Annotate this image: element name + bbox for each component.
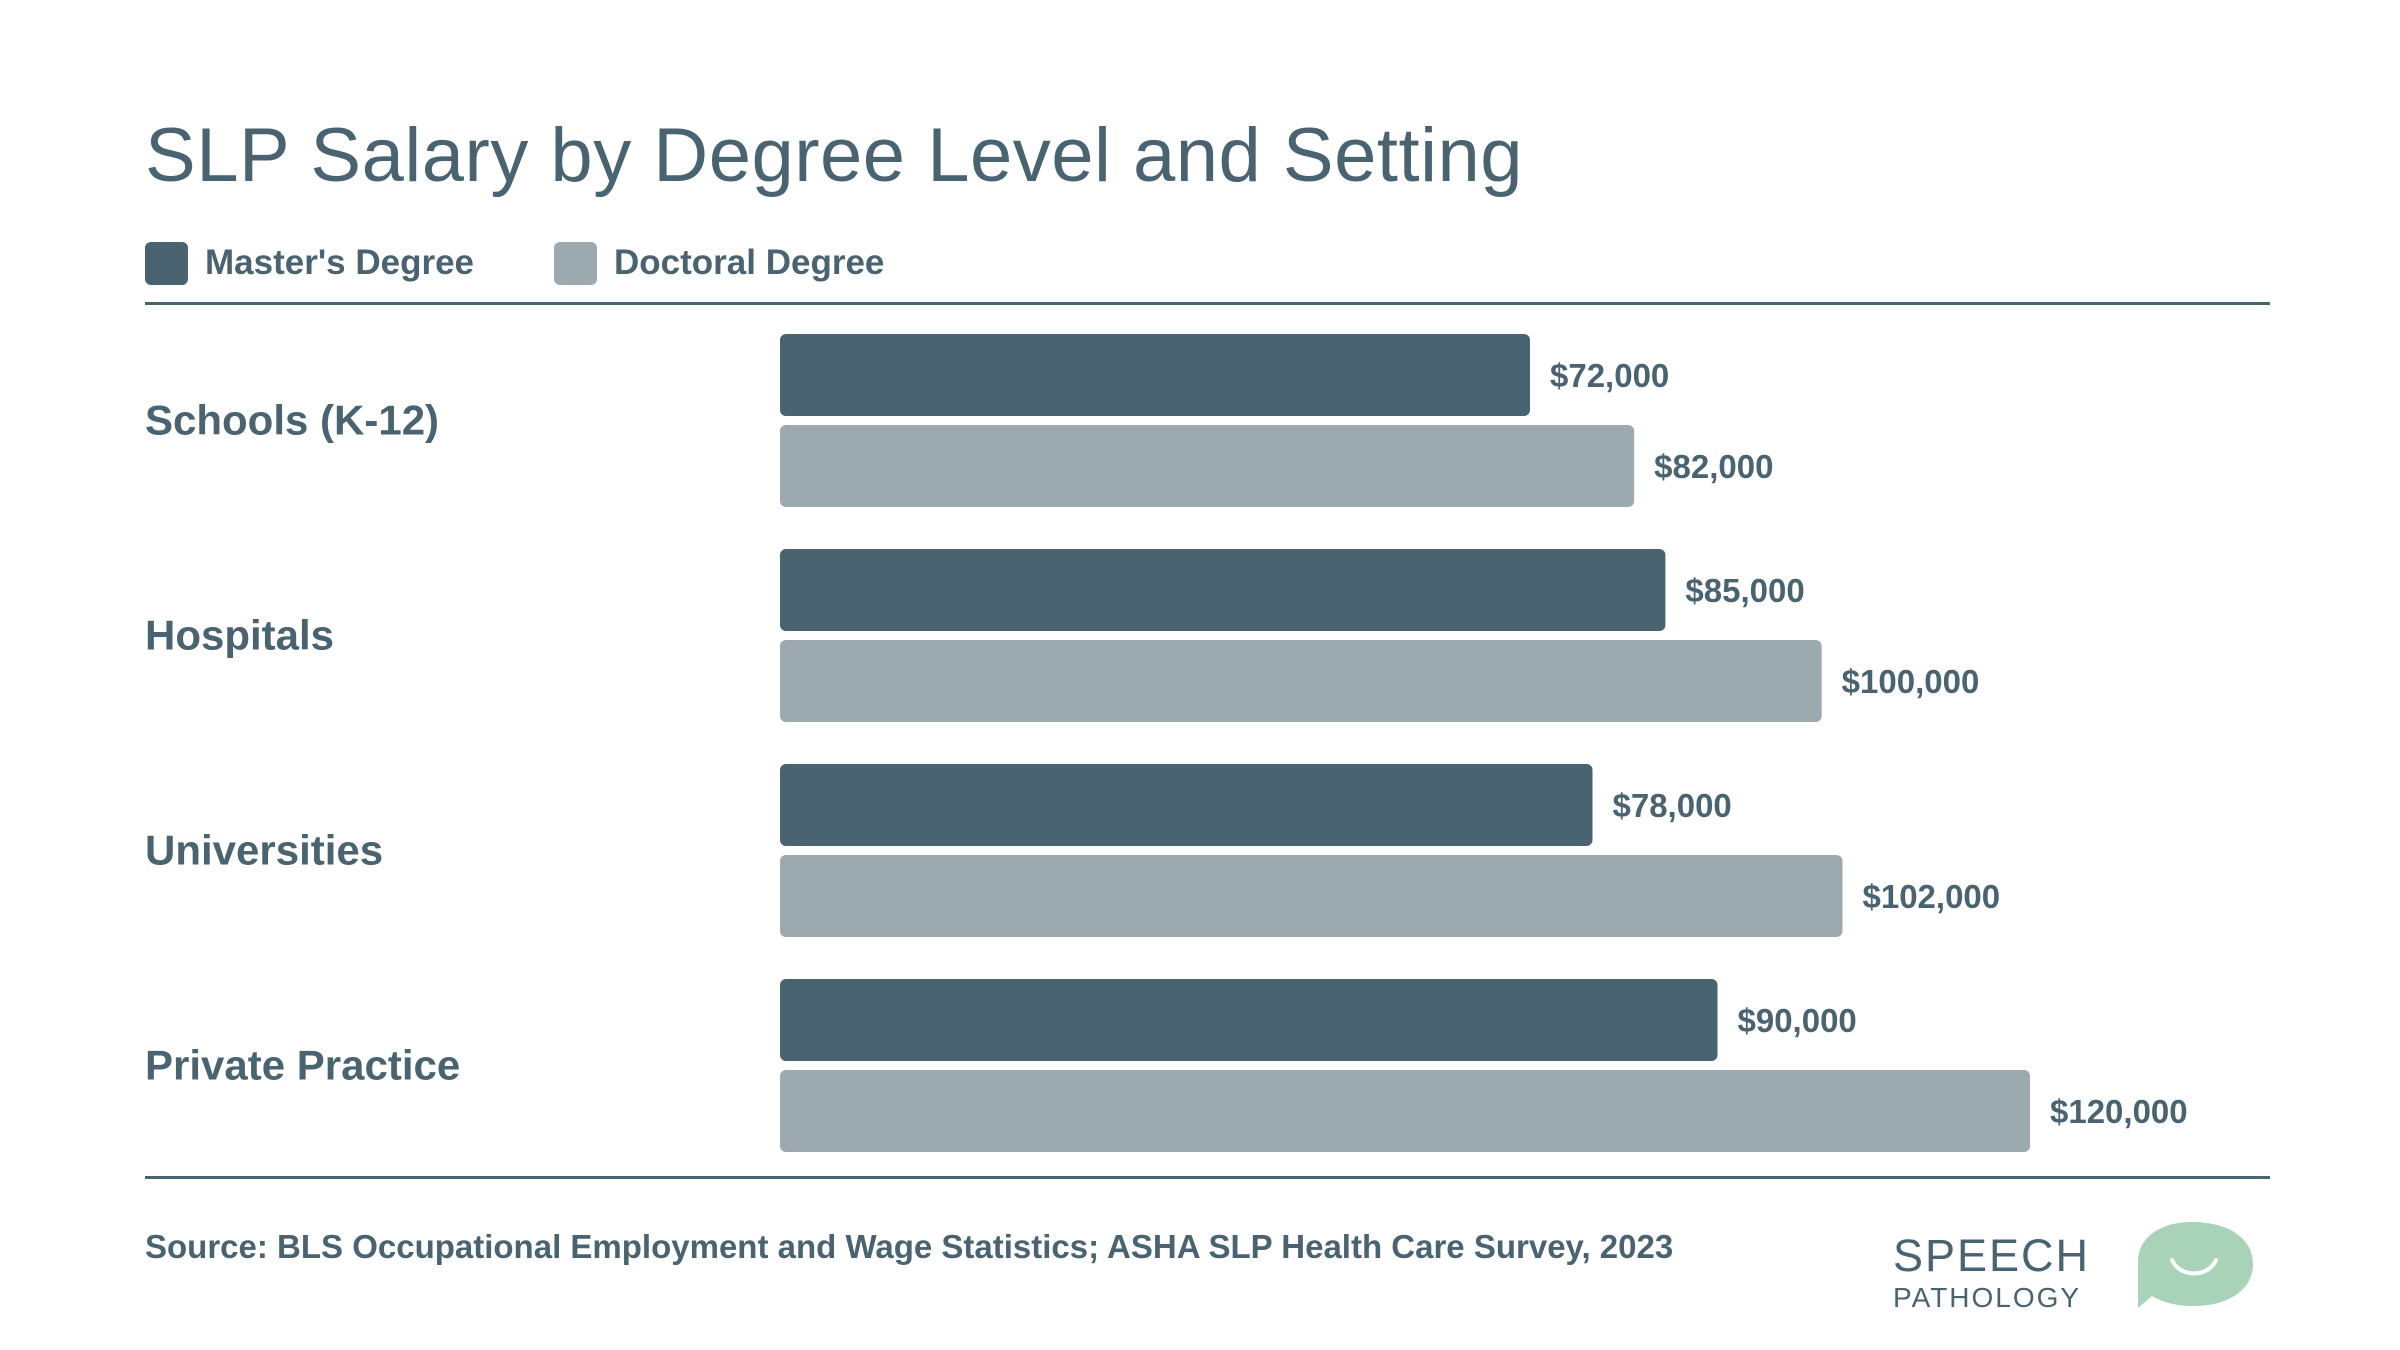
category-label: Universities [145, 827, 383, 874]
data-label: $102,000 [1863, 878, 2001, 915]
legend-swatch-doctoral [554, 241, 598, 285]
category-label: Schools (K-12) [145, 397, 439, 444]
top-divider [145, 302, 2270, 305]
data-label: $82,000 [1654, 448, 1773, 485]
bar-doctoral [780, 425, 1635, 507]
category-label: Hospitals [145, 612, 334, 659]
legend-item-doctoral: Doctoral Degree [554, 241, 885, 285]
bar-doctoral [780, 855, 1843, 937]
category-label: Private Practice [145, 1042, 460, 1089]
data-label: $100,000 [1842, 663, 1980, 700]
bar-doctoral [780, 640, 1822, 722]
speech-pathology-logo: SPEECH PATHOLOGY [1890, 1220, 2260, 1315]
bar-masters [780, 549, 1666, 631]
data-label: $72,000 [1550, 357, 1669, 394]
data-label: $120,000 [2050, 1093, 2188, 1130]
bar-doctoral [780, 1070, 2030, 1152]
legend-label-doctoral: Doctoral Degree [614, 243, 885, 282]
legend-item-masters: Master's Degree [145, 241, 475, 285]
speech-bubble-smile-icon [2138, 1222, 2253, 1308]
data-label: $90,000 [1738, 1002, 1857, 1039]
legend: Master's Degree Doctoral Degree [145, 240, 964, 286]
chart-title: SLP Salary by Degree Level and Setting [145, 113, 1524, 198]
bottom-divider [145, 1176, 2270, 1179]
bar-masters [780, 979, 1718, 1061]
logo-text-speech: SPEECH [1893, 1230, 2091, 1281]
data-label: $78,000 [1613, 787, 1732, 824]
bar-masters [780, 334, 1530, 416]
bar-masters [780, 764, 1593, 846]
legend-label-masters: Master's Degree [205, 243, 475, 282]
data-label: $85,000 [1685, 572, 1804, 609]
logo-text-pathology: PATHOLOGY [1893, 1282, 2082, 1313]
source-note: Source: BLS Occupational Employment and … [145, 1228, 1674, 1265]
legend-swatch-masters [145, 241, 188, 285]
